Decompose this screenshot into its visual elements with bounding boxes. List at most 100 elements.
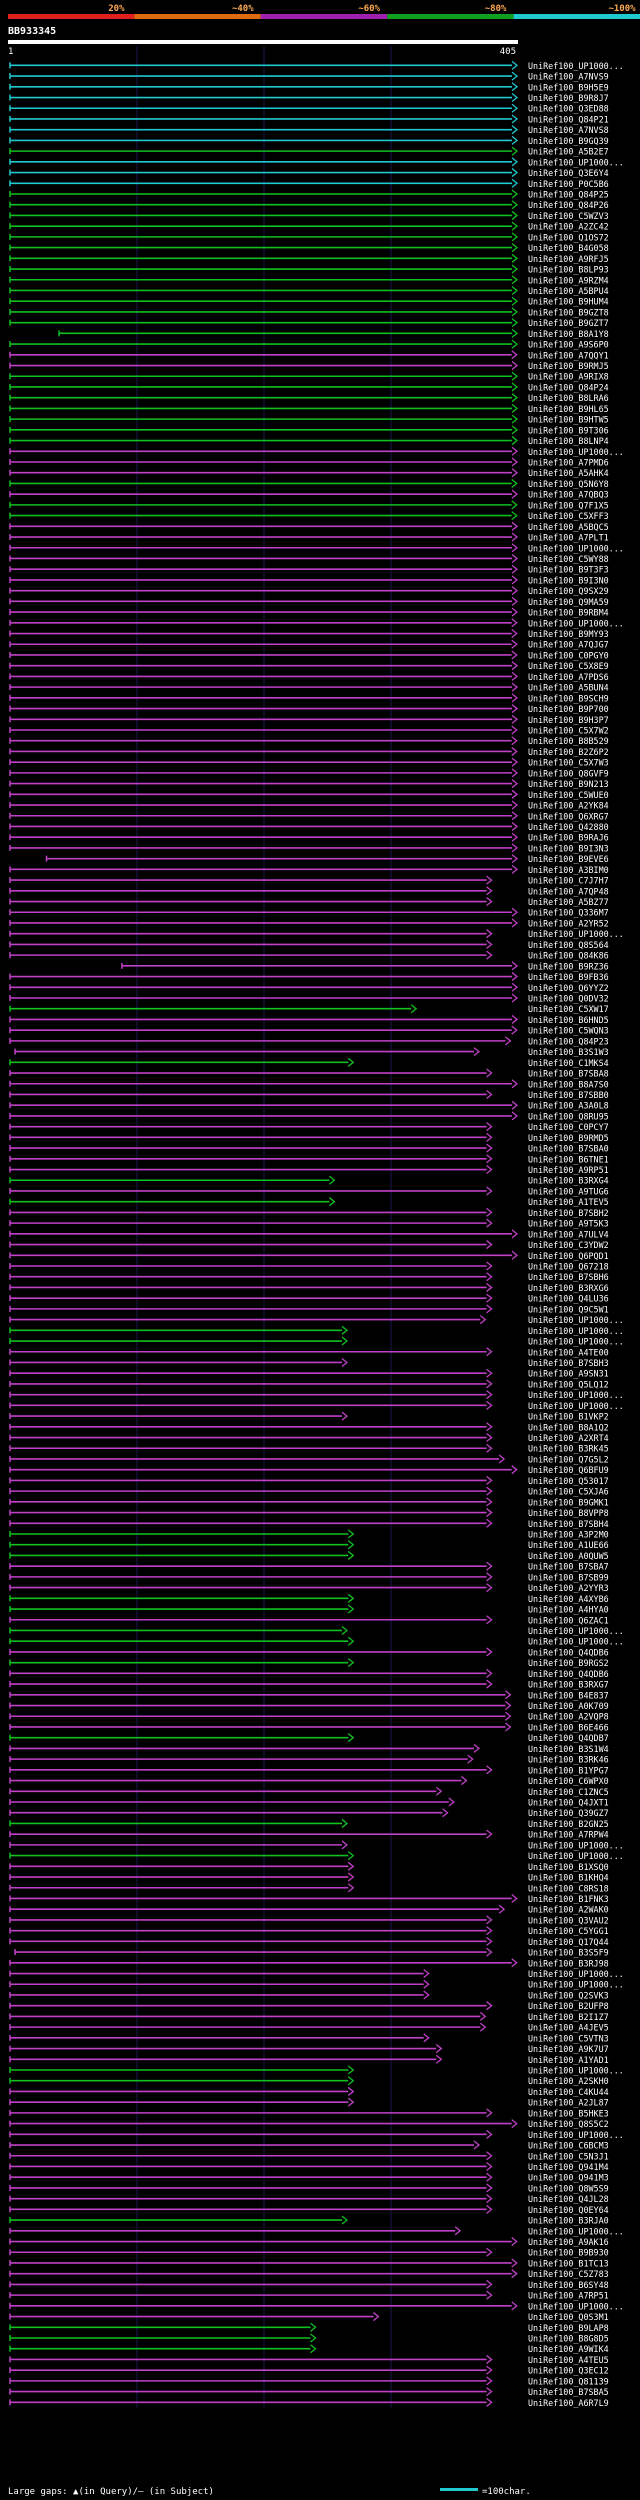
hit-row[interactable]: UniRef100_B7SBH2	[9, 1207, 609, 1218]
hit-row[interactable]: UniRef100_B9RZ36	[121, 961, 609, 971]
hit-row[interactable]: UniRef100_B9GZT8	[9, 307, 609, 317]
hit-row[interactable]: UniRef100_B7SBA0	[9, 1143, 609, 1154]
hit-row[interactable]: UniRef100_A3A0L8	[9, 1100, 609, 1111]
hit-label[interactable]: UniRef100_B3RXG7	[528, 1680, 609, 1690]
hit-label[interactable]: UniRef100_Q39GZ7	[528, 1808, 609, 1818]
hit-label[interactable]: UniRef100_C1ZNC5	[528, 1787, 609, 1797]
hit-label[interactable]: UniRef100_A7RPW4	[528, 1830, 609, 1840]
hit-row[interactable]: UniRef100_B3S1W4	[9, 1743, 609, 1754]
hit-row[interactable]: UniRef100_B4E837	[9, 1690, 609, 1700]
hit-label[interactable]: UniRef100_UP1000...	[528, 1326, 624, 1336]
hit-label[interactable]: UniRef100_B7SBH4	[528, 1519, 609, 1529]
hit-row[interactable]: UniRef100_Q336M7	[9, 907, 609, 918]
hit-row[interactable]: UniRef100_A7QJG7	[9, 639, 609, 650]
hit-label[interactable]: UniRef100_A3BIM0	[528, 865, 609, 875]
hit-row[interactable]: UniRef100_B9I3N0	[9, 575, 609, 585]
hit-label[interactable]: UniRef100_A2YR52	[528, 918, 609, 928]
hit-row[interactable]: UniRef100_A5AHK4	[9, 468, 609, 478]
hit-label[interactable]: UniRef100_Q6YYZ2	[528, 983, 609, 993]
hit-label[interactable]: UniRef100_UP1000...	[528, 929, 624, 939]
hit-label[interactable]: UniRef100_B3RJA0	[528, 2216, 609, 2226]
hit-row[interactable]: UniRef100_A9TUG6	[9, 1186, 609, 1196]
hit-row[interactable]: UniRef100_A7PLT1	[9, 532, 609, 543]
hit-row[interactable]: UniRef100_B9RMJ5	[9, 361, 609, 371]
hit-label[interactable]: UniRef100_Q53017	[528, 1476, 609, 1486]
hit-label[interactable]: UniRef100_UP1000...	[528, 2226, 624, 2236]
hit-label[interactable]: UniRef100_B3S1W4	[528, 1744, 609, 1754]
hit-label[interactable]: UniRef100_A9RFJ5	[528, 254, 609, 264]
hit-row[interactable]: UniRef100_A2YR52	[9, 918, 609, 928]
hit-label[interactable]: UniRef100_UP1000...	[528, 1390, 624, 1400]
hit-label[interactable]: UniRef100_UP1000...	[528, 1626, 624, 1636]
hit-label[interactable]: UniRef100_Q5N6Y8	[528, 479, 609, 489]
hit-row[interactable]: UniRef100_Q84K86	[9, 950, 609, 961]
hit-row[interactable]: UniRef100_Q0EY64	[9, 2204, 609, 2215]
hit-row[interactable]: UniRef100_B9RAJ6	[9, 832, 609, 843]
hit-row[interactable]: UniRef100_UP1000...	[9, 1840, 624, 1850]
hit-label[interactable]: UniRef100_Q9SX29	[528, 586, 609, 596]
hit-row[interactable]: UniRef100_A9RP51	[9, 1165, 609, 1175]
hit-label[interactable]: UniRef100_C8RS18	[528, 1883, 609, 1893]
hit-row[interactable]: UniRef100_UP1000...	[9, 1325, 624, 1336]
hit-row[interactable]: UniRef100_Q84P26	[9, 200, 609, 210]
hit-label[interactable]: UniRef100_B1YPG7	[528, 1765, 609, 1775]
hit-row[interactable]: UniRef100_Q53017	[9, 1475, 609, 1486]
hit-label[interactable]: UniRef100_B8B529	[528, 736, 609, 746]
hit-row[interactable]: UniRef100_B1VKP2	[9, 1411, 609, 1422]
hit-label[interactable]: UniRef100_A9SN31	[528, 1369, 609, 1379]
hit-row[interactable]: UniRef100_B7SBH4	[9, 1518, 609, 1529]
hit-label[interactable]: UniRef100_B9B930	[528, 2248, 609, 2258]
hit-row[interactable]: UniRef100_Q6XRG7	[9, 811, 609, 821]
hit-row[interactable]: UniRef100_A9WIK4	[9, 2344, 609, 2354]
hit-label[interactable]: UniRef100_C5WZV3	[528, 211, 609, 221]
hit-label[interactable]: UniRef100_UP1000...	[528, 2130, 624, 2140]
hit-row[interactable]: UniRef100_A5BQC5	[9, 521, 609, 532]
hit-row[interactable]: UniRef100_B1KHQ4	[9, 1872, 609, 1883]
hit-row[interactable]: UniRef100_Q67218	[9, 1261, 609, 1272]
hit-label[interactable]: UniRef100_B9I3N0	[528, 575, 609, 585]
hit-label[interactable]: UniRef100_Q17Q44	[528, 1937, 609, 1947]
hit-label[interactable]: UniRef100_UP1000...	[528, 1337, 624, 1347]
hit-label[interactable]: UniRef100_B9I3N3	[528, 843, 609, 853]
hit-label[interactable]: UniRef100_A7ULV4	[528, 1229, 609, 1239]
hit-label[interactable]: UniRef100_C6BCM3	[528, 2141, 609, 2151]
hit-row[interactable]: UniRef100_B3RK46	[9, 1754, 609, 1765]
hit-row[interactable]: UniRef100_UP1000...	[9, 1969, 624, 1979]
hit-row[interactable]: UniRef100_UP1000...	[9, 1851, 624, 1861]
hit-label[interactable]: UniRef100_A5BQC5	[528, 522, 609, 532]
hit-label[interactable]: UniRef100_B1FNK3	[528, 1894, 609, 1904]
hit-label[interactable]: UniRef100_A9TUG6	[528, 1186, 609, 1196]
hit-row[interactable]: UniRef100_B9SCH9	[9, 693, 609, 703]
hit-row[interactable]: UniRef100_Q81139	[9, 2376, 609, 2386]
hit-row[interactable]: UniRef100_B9T306	[9, 425, 609, 435]
hit-row[interactable]: UniRef100_A5BUN4	[9, 682, 609, 693]
hit-row[interactable]: UniRef100_A0QUW5	[9, 1550, 609, 1561]
hit-label[interactable]: UniRef100_B9H3P7	[528, 715, 609, 725]
hit-label[interactable]: UniRef100_B8VPP8	[528, 1508, 609, 1518]
hit-label[interactable]: UniRef100_C5X7W3	[528, 758, 609, 768]
hit-label[interactable]: UniRef100_B2I1Z7	[528, 2012, 609, 2022]
hit-label[interactable]: UniRef100_B1TC13	[528, 2258, 609, 2268]
hit-row[interactable]: UniRef100_B7SBA5	[9, 2387, 609, 2397]
hit-label[interactable]: UniRef100_UP1000...	[528, 618, 624, 628]
hit-label[interactable]: UniRef100_B3S1W3	[528, 1047, 609, 1057]
hit-row[interactable]: UniRef100_Q2SVK3	[9, 1990, 609, 2000]
hit-label[interactable]: UniRef100_B9FB36	[528, 972, 609, 982]
hit-row[interactable]: UniRef100_B9LAP8	[9, 2322, 609, 2333]
hit-label[interactable]: UniRef100_A4HYA0	[528, 1605, 609, 1615]
hit-label[interactable]: UniRef100_B6HND5	[528, 1015, 609, 1025]
hit-label[interactable]: UniRef100_B6SY48	[528, 2280, 609, 2290]
hit-label[interactable]: UniRef100_A1UE66	[528, 1540, 609, 1550]
hit-row[interactable]: UniRef100_B8A7S0	[9, 1079, 609, 1089]
hit-label[interactable]: UniRef100_Q941M3	[528, 2173, 609, 2183]
hit-row[interactable]: UniRef100_Q84P24	[9, 382, 609, 392]
hit-label[interactable]: UniRef100_UP1000...	[528, 1840, 624, 1850]
hit-row[interactable]: UniRef100_UP1000...	[9, 2065, 624, 2076]
hit-row[interactable]: UniRef100_UP1000...	[9, 929, 624, 939]
hit-row[interactable]: UniRef100_A3BIM0	[9, 864, 609, 875]
hit-row[interactable]: UniRef100_A5BZ77	[9, 897, 609, 907]
hit-row[interactable]: UniRef100_A5B2E7	[9, 146, 609, 157]
hit-label[interactable]: UniRef100_UP1000...	[528, 1637, 624, 1647]
hit-label[interactable]: UniRef100_A4TE00	[528, 1347, 609, 1357]
hit-label[interactable]: UniRef100_UP1000...	[528, 543, 624, 553]
